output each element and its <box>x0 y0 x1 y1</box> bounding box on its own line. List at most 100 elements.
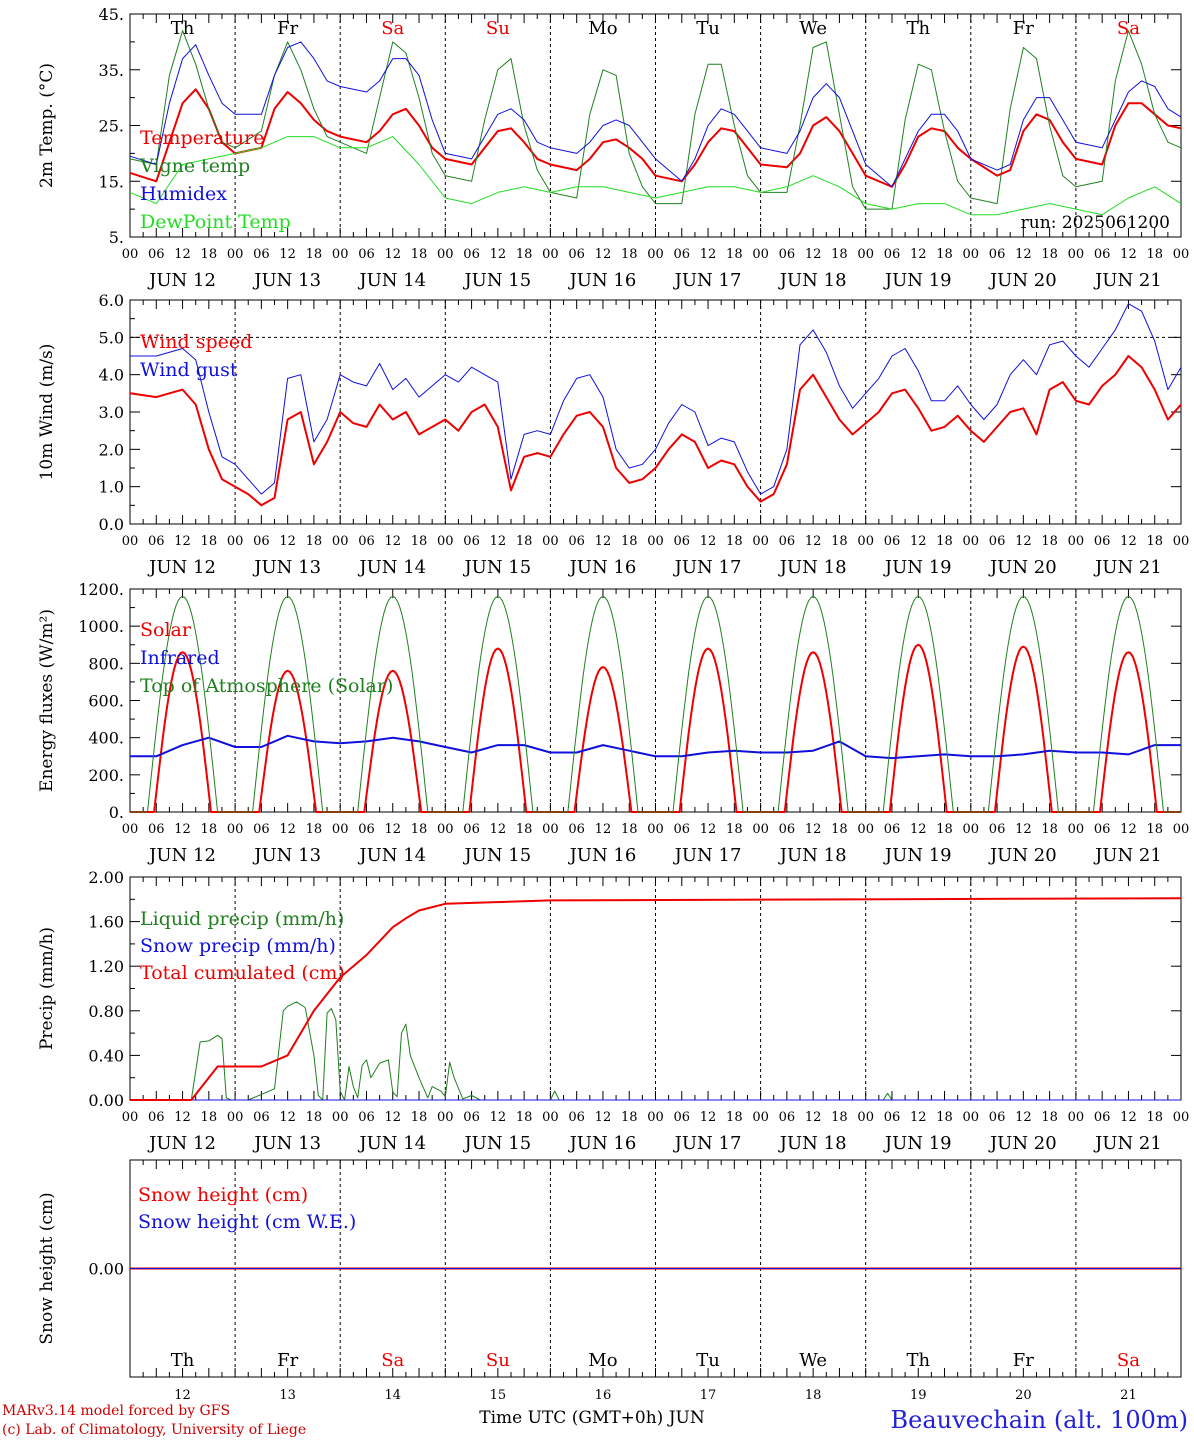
wind-date-label: JUN 18 <box>778 557 847 578</box>
precip-hour-label: 00 <box>963 1110 980 1125</box>
snow-weekday-label: Th <box>171 1350 195 1371</box>
precip-series-liquid-precip-mm-h <box>130 1001 1181 1101</box>
temp-hour-label: 06 <box>358 247 375 262</box>
precip-hour-label: 12 <box>490 1110 507 1125</box>
temp-date-label: JUN 21 <box>1093 270 1162 291</box>
temp-series-humidex <box>129 41 1182 188</box>
precip-legend-entry: Total cumulated (cm) <box>140 962 345 984</box>
flux-plot-frame <box>129 588 1182 813</box>
flux-date-label: JUN 17 <box>673 845 742 866</box>
temp-legend-entry: DewPoint Temp <box>140 211 291 233</box>
temp-legend-entry: Humidex <box>140 183 227 205</box>
temp-hour-label: 06 <box>1094 247 1111 262</box>
wind-hour-label: 12 <box>279 534 296 549</box>
temp-y-tick-label: 45. <box>99 5 124 24</box>
flux-hour-label: 12 <box>700 822 717 837</box>
bottom-day-number: 20 <box>1015 1388 1032 1403</box>
wind-y-tick-label: 4.0 <box>99 366 124 385</box>
flux-hour-label: 18 <box>726 822 743 837</box>
precip-hour-label: 00 <box>647 1110 664 1125</box>
wind-series-wind-speed <box>129 355 1182 507</box>
flux-y-tick-label: 600. <box>88 692 124 711</box>
footer-model-line: MARv3.14 model forced by GFS <box>2 1403 230 1419</box>
wind-hour-label: 06 <box>358 534 375 549</box>
precip-y-tick-label: 0.00 <box>88 1091 124 1110</box>
flux-hour-label: 18 <box>1146 822 1163 837</box>
wind-hour-label: 18 <box>201 534 218 549</box>
temp-hour-label: 00 <box>1173 247 1190 262</box>
precip-y-axis-title: Precip (mm/h) <box>37 927 57 1050</box>
bottom-day-number: 17 <box>700 1388 717 1403</box>
temp-hour-label: 12 <box>805 247 822 262</box>
snow-weekday-label: Tu <box>696 1350 720 1371</box>
flux-y-tick-label: 0. <box>109 803 124 822</box>
precip-y-tick-label: 1.20 <box>88 957 124 976</box>
temp-y-tick-label: 25. <box>99 117 124 136</box>
wind-hour-label: 12 <box>595 534 612 549</box>
precip-hour-label: 00 <box>437 1110 454 1125</box>
bottom-day-number: 12 <box>174 1388 191 1403</box>
wind-hour-label: 00 <box>1068 534 1085 549</box>
temp-y-tick-label: 35. <box>99 61 124 80</box>
temp-hour-label: 06 <box>674 247 691 262</box>
temp-weekday-label: We <box>799 18 827 39</box>
flux-hour-label: 00 <box>1068 822 1085 837</box>
temp-hour-label: 00 <box>227 247 244 262</box>
wind-hour-label: 00 <box>857 534 874 549</box>
wind-date-label: JUN 20 <box>988 557 1057 578</box>
temp-hour-label: 18 <box>201 247 218 262</box>
precip-hour-label: 06 <box>884 1110 901 1125</box>
temp-hour-label: 00 <box>122 247 139 262</box>
precip-date-label: JUN 16 <box>568 1133 637 1154</box>
footer-copyright-line: (c) Lab. of Climatology, University of L… <box>2 1422 306 1438</box>
precip-hour-label: 12 <box>1015 1110 1032 1125</box>
precip-y-tick-label: 1.60 <box>88 913 124 932</box>
temp-weekday-label: Th <box>906 18 930 39</box>
flux-hour-label: 12 <box>490 822 507 837</box>
temp-y-tick-label: 15. <box>99 172 124 191</box>
temp-hour-label: 00 <box>963 247 980 262</box>
temp-hour-label: 00 <box>857 247 874 262</box>
precip-hour-label: 18 <box>621 1110 638 1125</box>
wind-y-tick-label: 3.0 <box>99 403 124 422</box>
precip-hour-label: 06 <box>463 1110 480 1125</box>
wind-hour-label: 12 <box>384 534 401 549</box>
temp-legend-entry: Temperature <box>140 127 264 149</box>
wind-plot-frame <box>129 299 1182 525</box>
wind-hour-label: 00 <box>437 534 454 549</box>
precip-hour-label: 18 <box>726 1110 743 1125</box>
wind-date-label: JUN 15 <box>462 557 531 578</box>
snow-weekday-label: We <box>799 1350 827 1371</box>
flux-date-label: JUN 19 <box>883 845 952 866</box>
wind-hour-label: 06 <box>884 534 901 549</box>
precip-date-label: JUN 17 <box>673 1133 742 1154</box>
flux-hour-label: 12 <box>910 822 927 837</box>
flux-series-infrared <box>130 734 1181 760</box>
precip-hour-label: 18 <box>1041 1110 1058 1125</box>
wind-date-label: JUN 13 <box>252 557 321 578</box>
wind-hour-label: 06 <box>779 534 796 549</box>
wind-hour-label: 12 <box>910 534 927 549</box>
bottom-day-number: 16 <box>595 1388 612 1403</box>
flux-legend-entry: Top of Atmosphere (Solar) <box>140 675 393 697</box>
wind-hour-label: 18 <box>411 534 428 549</box>
flux-hour-label: 00 <box>857 822 874 837</box>
wind-date-label: JUN 19 <box>883 557 952 578</box>
flux-date-label: JUN 12 <box>147 845 216 866</box>
wind-hour-label: 18 <box>1041 534 1058 549</box>
precip-date-label: JUN 12 <box>147 1133 216 1154</box>
precip-hour-label: 00 <box>332 1110 349 1125</box>
wind-hour-label: 06 <box>674 534 691 549</box>
temp-hour-label: 00 <box>437 247 454 262</box>
flux-hour-label: 00 <box>752 822 769 837</box>
precip-hour-label: 06 <box>674 1110 691 1125</box>
wind-hour-label: 18 <box>306 534 323 549</box>
wind-hour-label: 12 <box>174 534 191 549</box>
temp-series-vigne-temp <box>129 30 1182 210</box>
flux-hour-label: 18 <box>411 822 428 837</box>
wind-series-wind-gust <box>130 303 1182 495</box>
temp-weekday-label: Sa <box>381 18 404 39</box>
temp-date-label: JUN 14 <box>357 270 426 291</box>
flux-hour-label: 06 <box>779 822 796 837</box>
precip-hour-label: 18 <box>936 1110 953 1125</box>
